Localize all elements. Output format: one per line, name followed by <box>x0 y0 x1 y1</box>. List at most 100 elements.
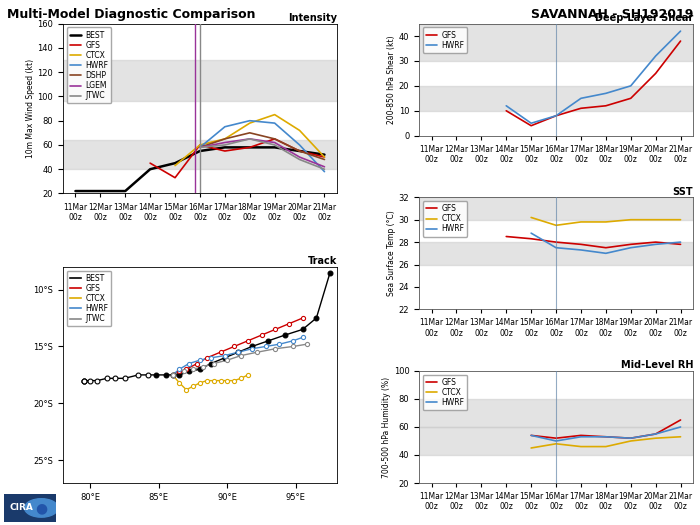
Line: CTCX: CTCX <box>531 217 680 225</box>
HWRF <box>295 142 304 148</box>
CTCX <box>601 219 610 225</box>
BEST <box>146 166 155 172</box>
GFS <box>601 245 610 251</box>
Bar <box>419 86 693 111</box>
HWRF <box>601 90 610 97</box>
GFS <box>196 142 204 148</box>
LGEM <box>295 154 304 160</box>
CTCX <box>601 444 610 450</box>
Text: SST: SST <box>673 186 693 196</box>
JTWC <box>270 142 279 148</box>
LGEM <box>196 144 204 151</box>
Line: DSHP: DSHP <box>200 133 325 160</box>
BEST <box>270 144 279 151</box>
HWRF <box>502 103 510 109</box>
Line: GFS: GFS <box>150 139 325 177</box>
Text: Intensity: Intensity <box>288 13 337 23</box>
GFS <box>601 103 610 109</box>
BEST <box>96 188 104 194</box>
CTCX <box>676 216 685 223</box>
DSHP <box>295 148 304 154</box>
BEST <box>295 148 304 154</box>
CTCX <box>220 136 229 142</box>
DSHP <box>246 130 254 136</box>
CTCX <box>171 162 179 169</box>
BEST <box>71 188 80 194</box>
CTCX <box>676 434 685 440</box>
CTCX <box>552 222 560 228</box>
Bar <box>63 140 337 169</box>
Line: HWRF: HWRF <box>200 121 325 172</box>
CTCX <box>652 435 660 442</box>
HWRF <box>652 241 660 247</box>
GFS <box>676 241 685 247</box>
CTCX <box>196 142 204 148</box>
JTWC <box>196 144 204 151</box>
GFS <box>270 136 279 142</box>
HWRF <box>676 424 685 430</box>
CTCX <box>527 214 536 220</box>
HWRF <box>552 438 560 444</box>
GFS <box>552 239 560 245</box>
LGEM <box>246 136 254 142</box>
LGEM <box>270 139 279 145</box>
BEST <box>196 148 204 154</box>
BEST <box>171 160 179 166</box>
GFS <box>577 432 585 438</box>
Legend: GFS, CTCX, HWRF: GFS, CTCX, HWRF <box>423 375 468 410</box>
LGEM <box>220 139 229 145</box>
HWRF <box>601 434 610 440</box>
Line: HWRF: HWRF <box>506 31 680 123</box>
HWRF <box>676 28 685 34</box>
HWRF <box>577 434 585 440</box>
GFS <box>577 105 585 111</box>
JTWC <box>295 156 304 163</box>
GFS <box>552 112 560 119</box>
HWRF <box>652 53 660 59</box>
JTWC <box>220 142 229 148</box>
HWRF <box>552 245 560 251</box>
Text: Multi-Model Diagnostic Comparison: Multi-Model Diagnostic Comparison <box>7 8 256 21</box>
LGEM <box>321 164 329 170</box>
Y-axis label: 700-500 hPa Humidity (%): 700-500 hPa Humidity (%) <box>382 376 391 478</box>
GFS <box>552 435 560 442</box>
CTCX <box>577 219 585 225</box>
Legend: BEST, GFS, CTCX, HWRF, JTWC: BEST, GFS, CTCX, HWRF, JTWC <box>66 271 111 327</box>
HWRF <box>527 120 536 127</box>
Line: GFS: GFS <box>531 420 680 438</box>
Line: GFS: GFS <box>506 236 680 248</box>
HWRF <box>321 169 329 175</box>
GFS <box>321 154 329 160</box>
GFS <box>295 148 304 154</box>
BEST <box>121 188 130 194</box>
JTWC <box>321 166 329 172</box>
HWRF <box>626 435 635 442</box>
CTCX <box>652 216 660 223</box>
Line: CTCX: CTCX <box>531 437 680 448</box>
Line: HWRF: HWRF <box>531 233 680 254</box>
Circle shape <box>25 499 58 517</box>
GFS <box>676 417 685 423</box>
Bar <box>419 242 693 265</box>
GFS <box>652 431 660 437</box>
GFS <box>676 38 685 44</box>
Text: ●: ● <box>35 501 48 515</box>
DSHP <box>270 136 279 142</box>
Text: Mid-Level RH: Mid-Level RH <box>620 360 693 370</box>
HWRF <box>626 83 635 89</box>
Legend: GFS, HWRF: GFS, HWRF <box>423 27 468 52</box>
GFS <box>652 239 660 245</box>
Legend: GFS, CTCX, HWRF: GFS, CTCX, HWRF <box>423 201 468 237</box>
Bar <box>419 399 693 427</box>
Bar <box>419 197 693 219</box>
Text: SAVANNAH - SH192019: SAVANNAH - SH192019 <box>531 8 693 21</box>
CTCX <box>626 438 635 444</box>
Line: CTCX: CTCX <box>175 114 325 165</box>
HWRF <box>601 250 610 257</box>
CTCX <box>626 216 635 223</box>
DSHP <box>196 144 204 151</box>
GFS <box>146 160 155 166</box>
GFS <box>502 108 510 114</box>
GFS <box>220 148 229 154</box>
HWRF <box>527 432 536 438</box>
